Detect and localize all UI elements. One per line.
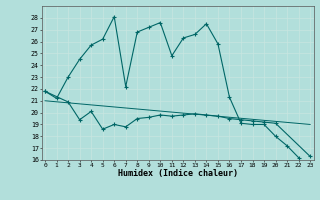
X-axis label: Humidex (Indice chaleur): Humidex (Indice chaleur): [118, 169, 237, 178]
